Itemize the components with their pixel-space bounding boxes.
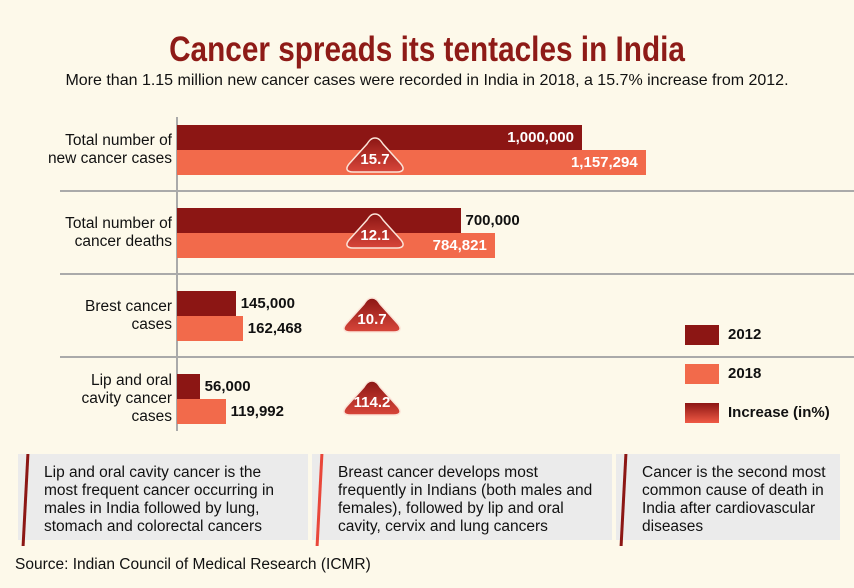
category-label-line: cases (131, 316, 173, 333)
bar-2018 (177, 150, 646, 175)
increase-badge: 15.7 (343, 136, 407, 174)
note-text: Breast cancer develops most frequently i… (338, 464, 593, 535)
category-label-line: Total number of (65, 132, 172, 149)
value-label-2012: 56,000 (204, 378, 251, 395)
legend-label-2018: 2018 (728, 365, 762, 382)
legend-swatch-2012 (685, 325, 719, 345)
value-label-2018: 784,821 (432, 237, 487, 254)
increase-badge: 10.7 (340, 296, 404, 334)
bar-2012 (177, 374, 200, 399)
value-label-2018: 119,992 (230, 403, 284, 420)
group-divider (60, 356, 854, 358)
increase-value: 15.7 (360, 151, 390, 168)
group-divider (60, 273, 854, 275)
category-label: Lip and oral cavity cancer cases (20, 372, 172, 426)
source-note: Source: Indian Council of Medical Resear… (15, 556, 371, 573)
legend-label-increase: Increase (in%) (728, 404, 830, 421)
legend-label-2012: 2012 (728, 326, 762, 343)
bar-2018 (177, 233, 495, 258)
category-label-line: cancer deaths (74, 233, 172, 250)
group-divider (60, 190, 854, 192)
category-label: Total number of cancer deaths (20, 215, 172, 251)
category-label: Total number of new cancer cases (20, 132, 172, 168)
increase-badge: 12.1 (343, 212, 407, 250)
bar-2018 (177, 399, 226, 424)
note-death-cause: Cancer is the second most common cause o… (616, 454, 840, 546)
value-label-2012: 700,000 (465, 212, 520, 229)
note-lip-oral: Lip and oral cavity cancer is the most f… (18, 454, 308, 546)
bar-2012 (177, 208, 461, 233)
category-label: Brest cancer cases (20, 298, 172, 334)
note-text: Lip and oral cavity cancer is the most f… (44, 464, 275, 535)
increase-value: 12.1 (360, 227, 390, 244)
increase-value: 114.2 (353, 394, 391, 411)
category-label-line: Brest cancer (84, 298, 172, 315)
increase-value: 10.7 (357, 311, 387, 328)
legend-swatch-increase (685, 403, 719, 423)
chart-subtitle: More than 1.15 million new cancer cases … (65, 72, 789, 89)
category-label-line: cavity cancer (81, 390, 172, 407)
category-label-line: Lip and oral (90, 372, 172, 389)
value-label-2012: 1,000,000 (507, 129, 574, 146)
bar-2018 (177, 316, 243, 341)
note-text: Cancer is the second most common cause o… (642, 464, 826, 535)
bar-2012 (177, 291, 236, 316)
increase-badge: 114.2 (340, 379, 404, 417)
value-label-2018: 1,157,294 (570, 154, 638, 171)
legend-swatch-2018 (685, 364, 719, 384)
value-label-2012: 145,000 (240, 295, 295, 312)
value-label-2018: 162,468 (247, 320, 303, 337)
category-label-line: new cancer cases (47, 150, 172, 167)
category-label-line: Total number of (65, 215, 172, 232)
category-label-line: cases (131, 408, 173, 425)
chart-title: Cancer spreads its tentacles in India (169, 30, 685, 69)
note-breast: Breast cancer develops most frequently i… (312, 454, 612, 546)
